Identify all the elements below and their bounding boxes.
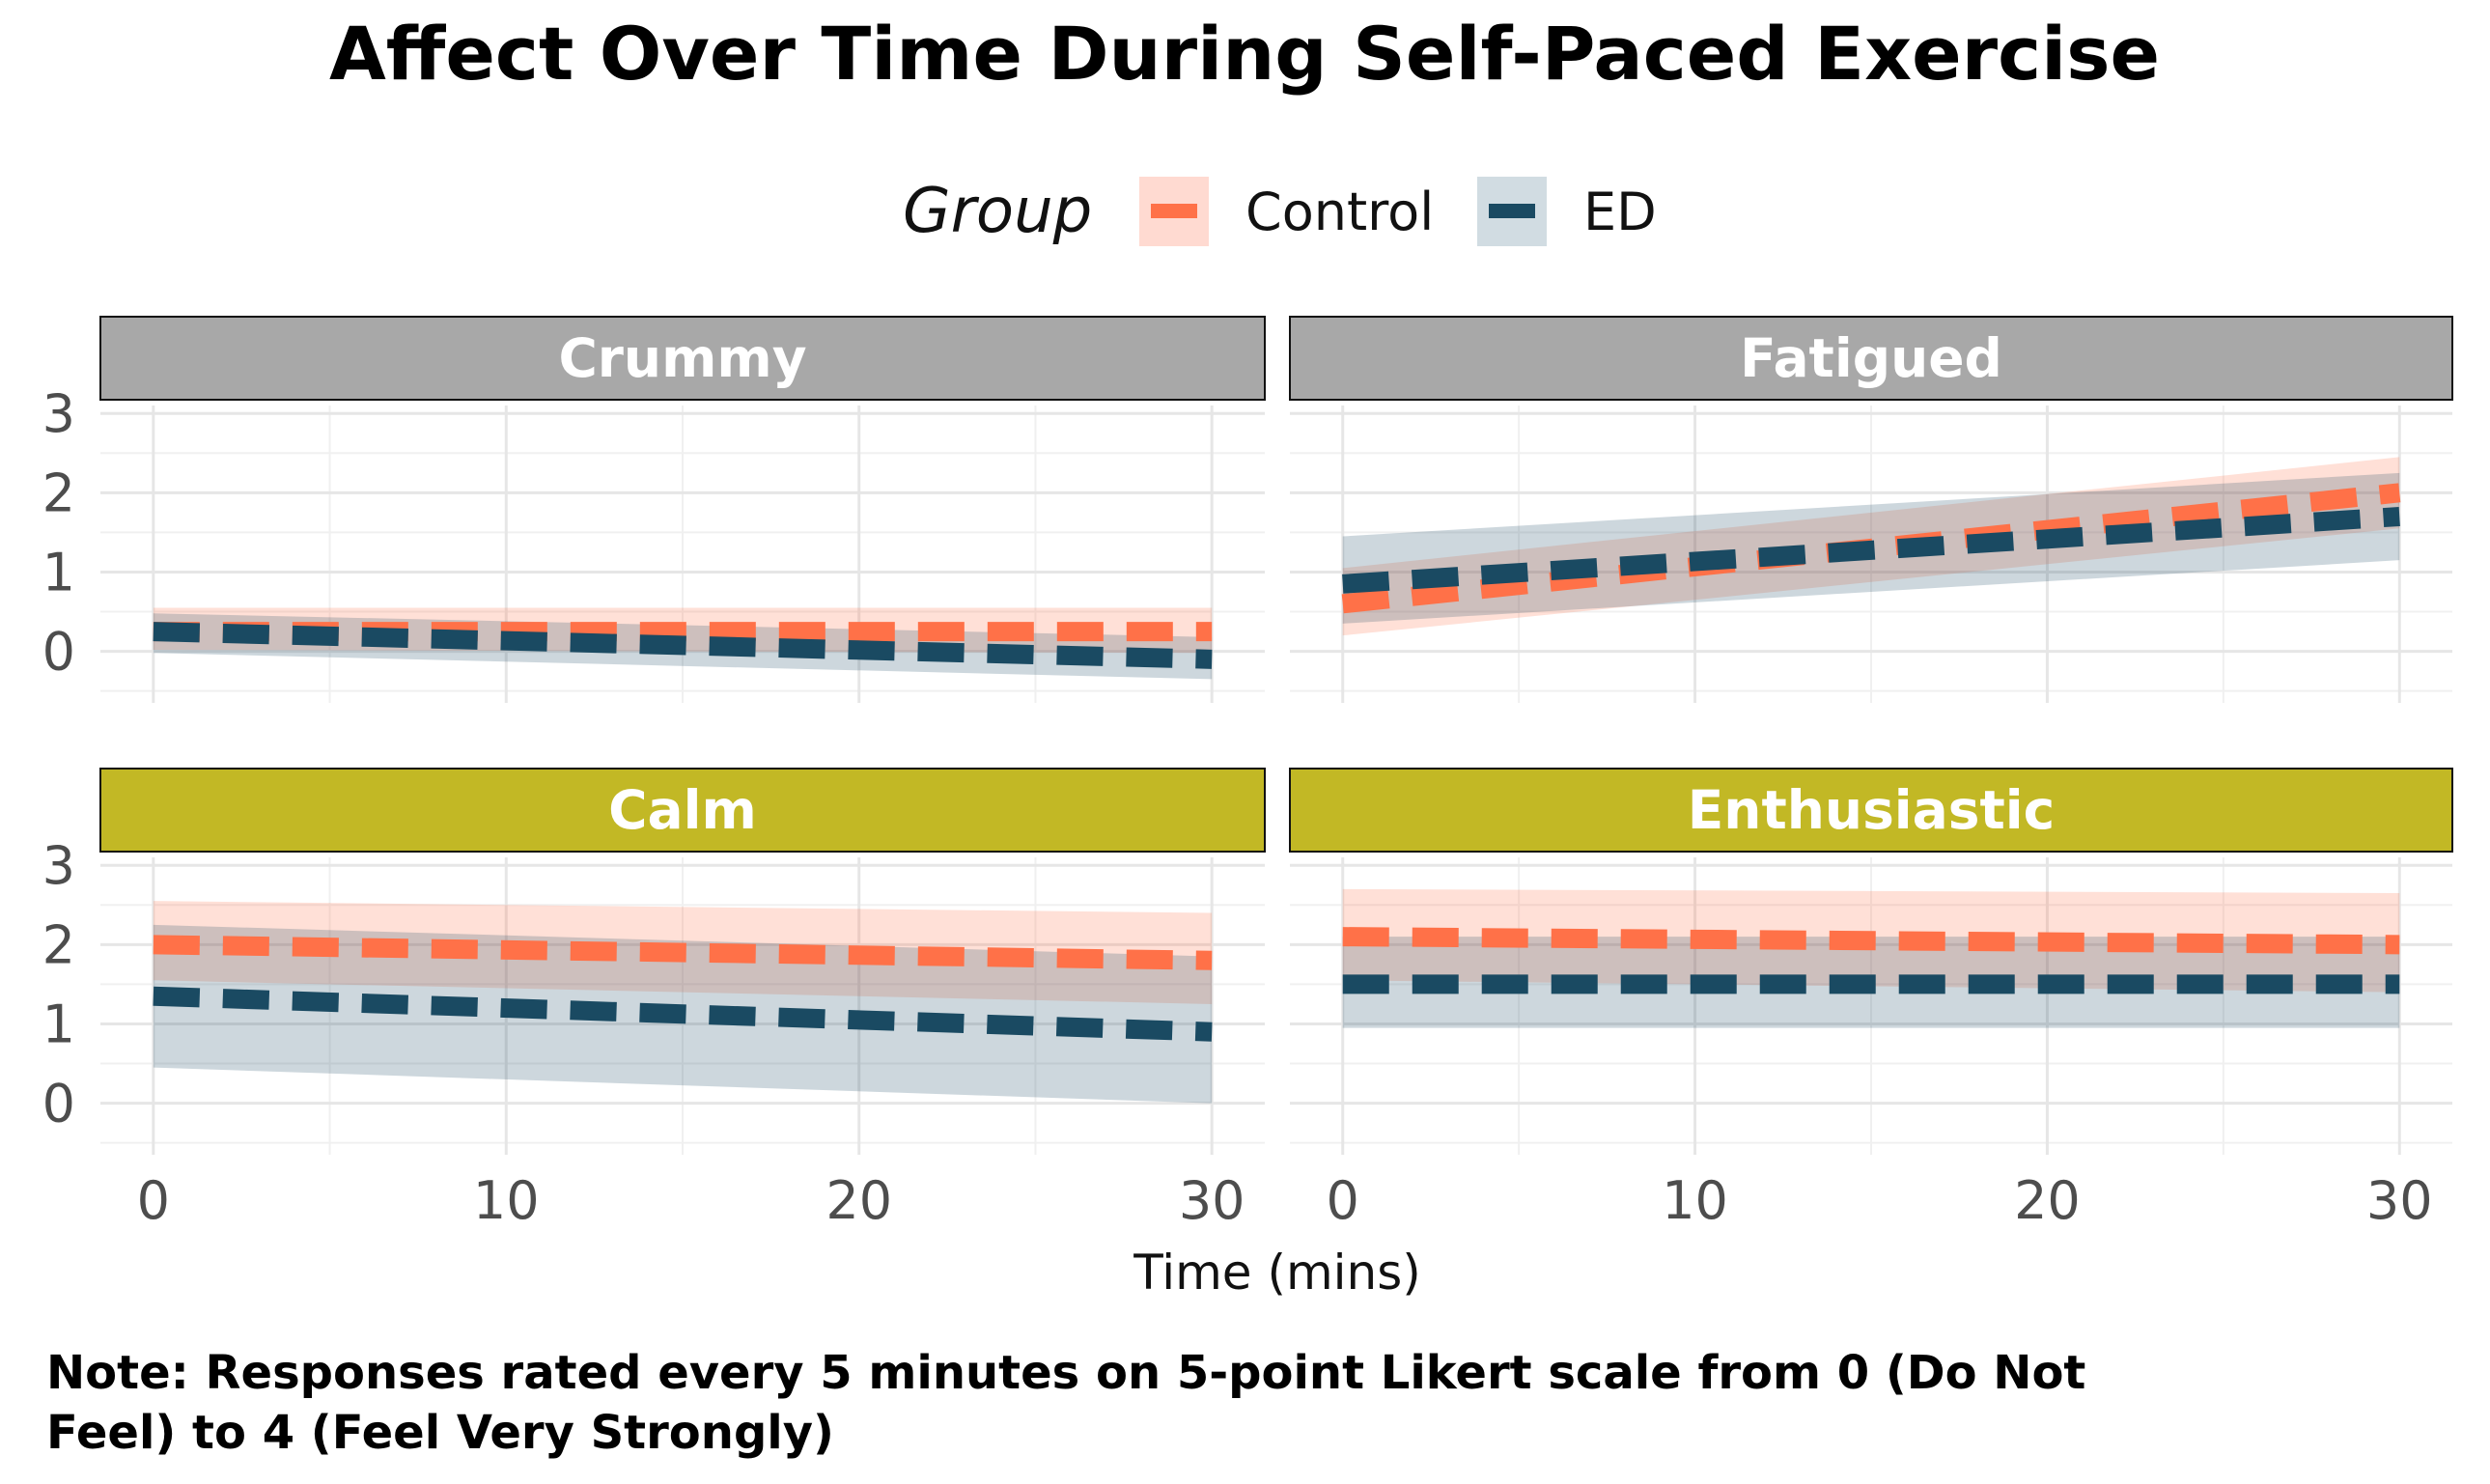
line-ed-crummy (153, 622, 1213, 669)
y-tick-label-0: 0 (42, 1074, 75, 1134)
note-line-2: Feel) to 4 (Feel Very Strongly) (46, 1406, 834, 1460)
x-tick-label-20: 20 (2014, 1170, 2081, 1231)
strip-label-calm: Calm (608, 779, 757, 841)
y-tick-label-1: 1 (42, 542, 75, 602)
line-ed-calm (153, 986, 1213, 1042)
strip-crummy (99, 316, 1266, 401)
note-line-1: Note: Responses rated every 5 minutes on… (46, 1346, 2085, 1400)
chart-title: Affect Over Time During Self-Paced Exerc… (329, 11, 2160, 97)
y-tick-label-2: 2 (42, 462, 75, 523)
legend-key-control-line (1151, 204, 1197, 218)
panel-fatigued: Fatigued (1289, 316, 2453, 703)
legend-title: Group (903, 176, 1092, 247)
line-control-enthusiastic (1342, 927, 2400, 955)
strip-fatigued (1289, 316, 2453, 401)
x-tick-label-10: 10 (473, 1170, 540, 1231)
y-tick-label-3: 3 (42, 835, 75, 896)
strip-label-enthusiastic: Enthusiastic (1688, 779, 2056, 841)
y-tick-label-1: 1 (42, 994, 75, 1054)
legend-key-ed-line (1489, 204, 1535, 218)
strip-calm (99, 768, 1266, 853)
x-tick-label-0: 0 (1327, 1170, 1359, 1231)
y-tick-label-3: 3 (42, 383, 75, 444)
x-tick-label-10: 10 (1662, 1170, 1728, 1231)
legend-label-ed: ED (1583, 182, 1657, 242)
x-axis-title: Time (mins) (1133, 1245, 1421, 1301)
y-tick-label-2: 2 (42, 914, 75, 975)
strip-label-fatigued: Fatigued (1740, 327, 2002, 389)
legend-entry-control: Control (1139, 177, 1434, 246)
line-ed-fatigued (1342, 507, 2400, 594)
x-tick-label-0: 0 (137, 1170, 170, 1231)
line-control-calm (153, 935, 1213, 970)
panel-crummy: Crummy 0 1 2 3 (42, 316, 1266, 703)
x-tick-label-20: 20 (825, 1170, 892, 1231)
legend-entry-ed: ED (1477, 177, 1657, 246)
legend-label-control: Control (1245, 182, 1434, 242)
x-tick-label-30: 30 (1179, 1170, 1245, 1231)
legend: Group Control ED (903, 176, 1657, 247)
x-tick-label-30: 30 (2366, 1170, 2433, 1231)
y-tick-label-0: 0 (42, 622, 75, 683)
panel-enthusiastic: Enthusiastic 0 10 20 30 (1289, 768, 2453, 1231)
strip-enthusiastic (1289, 768, 2453, 853)
strip-label-crummy: Crummy (558, 327, 806, 389)
